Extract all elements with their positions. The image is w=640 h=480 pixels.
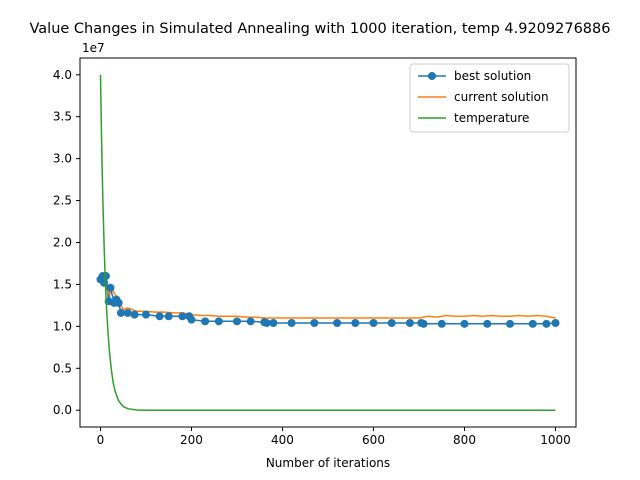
y-tick-label: 0.0 — [53, 403, 72, 417]
series-point-best-solution — [101, 272, 110, 281]
y-tick-label: 3.0 — [53, 152, 72, 166]
plot-area — [96, 74, 560, 411]
legend-box — [409, 63, 570, 133]
x-tick-label: 1000 — [540, 433, 571, 447]
series-point-best-solution — [116, 308, 125, 317]
y-tick-label: 3.5 — [53, 110, 72, 124]
series-line-temperature — [99, 74, 556, 411]
y-tick-label: 0.5 — [53, 361, 72, 375]
series-point-best-solution — [528, 319, 537, 328]
series-point-best-solution — [269, 319, 278, 328]
chart-title: Value Changes in Simulated Annealing wit… — [30, 21, 611, 37]
legend-label-current-solution: current solution — [454, 90, 549, 104]
series-point-best-solution — [506, 319, 515, 328]
series-point-best-solution — [287, 319, 296, 328]
y-tick-label: 1.0 — [53, 319, 72, 333]
series-point-best-solution — [369, 319, 378, 328]
y-tick-label: 2.5 — [53, 194, 72, 208]
y-offset-label: 1e7 — [82, 41, 105, 55]
series-point-best-solution — [333, 319, 342, 328]
series-point-best-solution — [437, 319, 446, 328]
y-tick-label: 1.5 — [53, 277, 72, 291]
series-point-best-solution — [246, 317, 255, 326]
series-point-best-solution — [214, 317, 223, 326]
series-point-best-solution — [232, 317, 241, 326]
series-point-best-solution — [201, 317, 210, 326]
x-tick-label: 600 — [362, 433, 385, 447]
series-point-best-solution — [419, 319, 428, 328]
legend: best solution current solution temperature — [409, 63, 570, 133]
series-point-best-solution — [262, 319, 271, 328]
x-tick-label: 200 — [180, 433, 203, 447]
series-point-best-solution — [187, 315, 196, 324]
legend-marker-best-solution — [428, 72, 436, 80]
series-point-best-solution — [387, 319, 396, 328]
series-point-best-solution — [141, 310, 150, 319]
y-tick-label: 2.0 — [53, 236, 72, 250]
series-point-best-solution — [178, 312, 187, 321]
x-tick-label: 0 — [97, 433, 105, 447]
series-point-best-solution — [351, 319, 360, 328]
legend-label-temperature: temperature — [454, 111, 529, 125]
series-point-best-solution — [164, 312, 173, 321]
x-tick-label: 400 — [271, 433, 294, 447]
series-point-best-solution — [130, 310, 139, 319]
series-point-best-solution — [123, 308, 132, 317]
axis-ticks: 0 200 400 600 800 1000 0.0 0.5 1.0 1.5 2.0 2.5 3.0 3.… — [53, 68, 571, 447]
series-point-best-solution — [155, 312, 164, 321]
series-point-best-solution — [310, 319, 319, 328]
series-point-best-solution — [483, 319, 492, 328]
series-point-best-solution — [114, 298, 123, 307]
series-point-best-solution — [551, 319, 560, 328]
x-tick-label: 800 — [453, 433, 476, 447]
series-point-best-solution — [100, 278, 109, 287]
series-point-best-solution — [405, 319, 414, 328]
series-point-best-solution — [106, 283, 115, 292]
series-point-best-solution — [542, 319, 551, 328]
series-point-best-solution — [460, 319, 469, 328]
x-axis-label: Number of iterations — [266, 456, 390, 470]
legend-label-best-solution: best solution — [454, 69, 531, 83]
y-tick-label: 4.0 — [53, 68, 72, 82]
